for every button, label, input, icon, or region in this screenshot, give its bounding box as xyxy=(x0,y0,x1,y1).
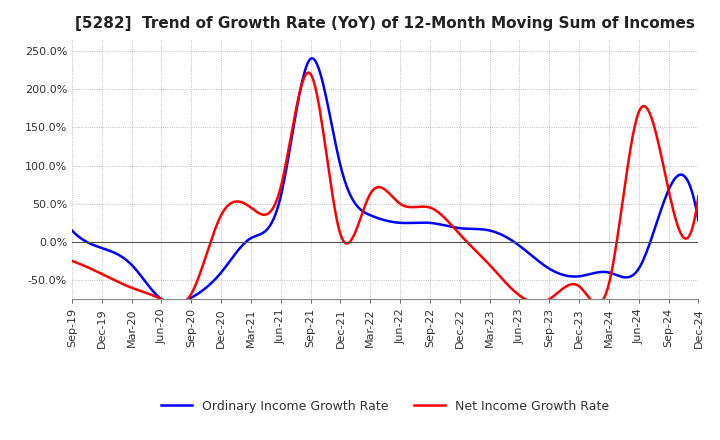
Net Income Growth Rate xyxy=(694,194,703,199)
Net Income Growth Rate xyxy=(173,302,181,308)
Ordinary Income Growth Rate xyxy=(143,282,152,287)
Legend: Ordinary Income Growth Rate, Net Income Growth Rate: Ordinary Income Growth Rate, Net Income … xyxy=(156,395,614,418)
Ordinary Income Growth Rate xyxy=(68,228,76,233)
Ordinary Income Growth Rate xyxy=(465,226,474,231)
Net Income Growth Rate xyxy=(68,258,76,264)
Ordinary Income Growth Rate xyxy=(170,301,179,306)
Net Income Growth Rate xyxy=(305,70,313,75)
Ordinary Income Growth Rate xyxy=(523,249,531,255)
Net Income Growth Rate xyxy=(465,242,474,247)
Net Income Growth Rate xyxy=(274,195,282,200)
Ordinary Income Growth Rate xyxy=(319,81,328,87)
Ordinary Income Growth Rate xyxy=(308,55,317,61)
Net Income Growth Rate xyxy=(523,297,531,303)
Net Income Growth Rate xyxy=(526,299,535,304)
Net Income Growth Rate xyxy=(319,129,328,134)
Title: [5282]  Trend of Growth Rate (YoY) of 12-Month Moving Sum of Incomes: [5282] Trend of Growth Rate (YoY) of 12-… xyxy=(76,16,695,32)
Ordinary Income Growth Rate xyxy=(274,205,282,210)
Net Income Growth Rate xyxy=(143,291,152,296)
Ordinary Income Growth Rate xyxy=(694,218,703,223)
Line: Net Income Growth Rate: Net Income Growth Rate xyxy=(72,73,698,305)
Line: Ordinary Income Growth Rate: Ordinary Income Growth Rate xyxy=(72,58,698,303)
Ordinary Income Growth Rate xyxy=(526,252,535,257)
